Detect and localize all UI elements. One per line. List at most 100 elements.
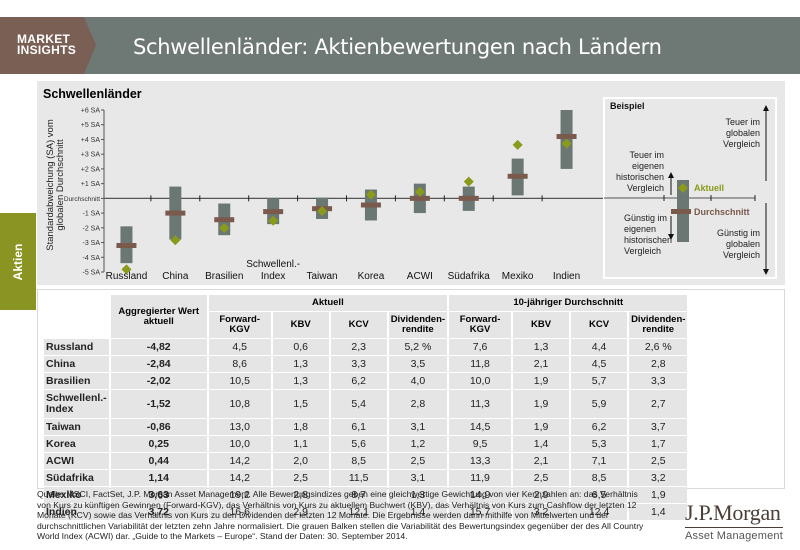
table-cell: 16,6	[208, 504, 271, 520]
table-row: Südafrika 1,14 14,2 2,5 11,5 3,1 11,9 2,5 8,5 3,2	[44, 470, 688, 486]
y-tick-label: +6 SA	[81, 108, 101, 115]
table-cell: 11,9	[449, 470, 512, 486]
header-group-ten-year: 10-jähriger Durchschnitt	[449, 295, 688, 311]
table-cell: 6,2	[571, 419, 628, 435]
table-cell: 11,3	[449, 390, 512, 418]
current-marker	[414, 186, 425, 197]
table-cell: 2,9	[513, 487, 570, 503]
table-cell: 4,4	[571, 339, 628, 355]
average-marker	[116, 242, 137, 248]
table-cell: 3,1	[388, 419, 448, 435]
table-cell: 4,5	[208, 339, 271, 355]
y-tick-label: -4 SA	[82, 255, 100, 262]
table-cell: 5,7	[571, 373, 628, 389]
aggregated-value: -2,84	[110, 356, 207, 372]
table-cell: 1,2	[388, 436, 448, 452]
row-label: Südafrika	[44, 470, 109, 486]
valuation-chart: Standardabweichung (SA) vomglobalen Durc…	[45, 97, 777, 282]
aggregated-value: -2,02	[110, 373, 207, 389]
current-marker	[512, 139, 523, 150]
table-cell: 2,8	[388, 390, 448, 418]
logo-wordmark: J.P.Morgan	[685, 500, 783, 528]
row-label: Schwellenl.- Index	[44, 390, 109, 418]
table-cell: 2,5	[388, 453, 448, 469]
table-cell: 5,3	[571, 436, 628, 452]
table-cell: 2,5	[272, 470, 329, 486]
legend-hist-expensive: Vergleich	[627, 183, 664, 193]
table-cell: 1,4	[388, 504, 448, 520]
chart-panel: Schwellenländer Standardabweichung (SA) …	[37, 81, 785, 285]
table-cell: 8,5	[330, 453, 387, 469]
legend-hist-expensive: Teuer im	[629, 150, 664, 160]
table-corner	[44, 295, 109, 338]
legend-hist-cheap: eigenen	[624, 224, 656, 234]
table-cell: 1,3	[272, 356, 329, 372]
average-marker	[214, 217, 235, 223]
arrow-down-icon	[763, 269, 769, 275]
current-marker	[365, 189, 376, 200]
table-cell: 1,8	[272, 419, 329, 435]
x-tick-label: Südafrika	[448, 271, 491, 282]
table-cell: 13,3	[449, 453, 512, 469]
average-marker	[165, 210, 186, 216]
legend-hist-expensive: eigenen	[632, 161, 664, 171]
section-tab-label: Aktien	[11, 243, 25, 280]
legend-hist-expensive: historischen	[616, 172, 664, 182]
x-tick-label: China	[162, 271, 189, 282]
x-tick-label: Brasilien	[205, 271, 243, 282]
table-cell: 6,1	[330, 419, 387, 435]
table-cell: 1,3	[513, 339, 570, 355]
aggregated-value: 0,25	[110, 436, 207, 452]
y-tick-label: Durchschnitt	[64, 196, 100, 203]
average-marker	[556, 134, 577, 140]
column-header: Forward-KGV	[449, 312, 512, 338]
legend-current-marker	[678, 183, 688, 193]
table-cell: 1,7	[629, 436, 688, 452]
legend-average-marker	[671, 209, 691, 214]
table-cell: 10,0	[208, 436, 271, 452]
x-tick-label: Indien	[553, 271, 580, 282]
aggregated-value: -4,82	[110, 339, 207, 355]
average-marker	[409, 195, 430, 201]
table-cell: 14,5	[449, 419, 512, 435]
table-cell: 2,9	[272, 504, 329, 520]
column-header: KCV	[330, 312, 387, 338]
current-marker	[219, 223, 230, 234]
aggregated-value: 3,72	[110, 504, 207, 520]
table-cell: 13,0	[208, 419, 271, 435]
table-cell: 10,0	[449, 373, 512, 389]
valuation-table: Aggregierter Wert aktuell Aktuell 10-jäh…	[42, 294, 689, 521]
page-title: Schwellenländer: Aktienbewertungen nach …	[133, 35, 662, 59]
row-label: Russland	[44, 339, 109, 355]
brand-line-2: INSIGHTS	[17, 43, 77, 57]
column-header: Forward-KGV	[208, 312, 271, 338]
table-cell: 10,8	[208, 390, 271, 418]
row-label: China	[44, 356, 109, 372]
legend-global-cheap: Vergleich	[723, 250, 760, 260]
legend-global-expensive: Vergleich	[723, 139, 760, 149]
table-cell: 2,1	[513, 453, 570, 469]
row-label: Indien	[44, 504, 109, 520]
table-cell: 1,3	[272, 373, 329, 389]
legend-global-cheap: Günstig im	[717, 228, 760, 238]
table-cell: 3,2	[629, 470, 688, 486]
table-cell: 2,0	[272, 453, 329, 469]
y-tick-label: +2 SA	[81, 166, 101, 173]
y-tick-label: +4 SA	[81, 137, 101, 144]
current-marker	[170, 235, 181, 246]
y-tick-label: -1 SA	[82, 211, 100, 218]
table-row: Korea 0,25 10,0 1,1 5,6 1,2 9,5 1,4 5,3 1,7	[44, 436, 688, 452]
table-cell: 1,1	[272, 436, 329, 452]
table-cell: 3,7	[629, 419, 688, 435]
valuation-table-panel: Aggregierter Wert aktuell Aktuell 10-jäh…	[37, 289, 785, 520]
table-cell: 12,1	[330, 504, 387, 520]
table-cell: 4,0	[388, 373, 448, 389]
table-cell: 3,3	[330, 356, 387, 372]
table-cell: 9,5	[449, 436, 512, 452]
x-tick-label: ACWI	[407, 271, 433, 282]
x-tick-label: Korea	[358, 271, 385, 282]
legend-hist-cheap: Vergleich	[624, 246, 661, 256]
table-cell: 14,2	[208, 453, 271, 469]
table-cell: 2,8	[629, 356, 688, 372]
table-cell: 1,4	[629, 504, 688, 520]
